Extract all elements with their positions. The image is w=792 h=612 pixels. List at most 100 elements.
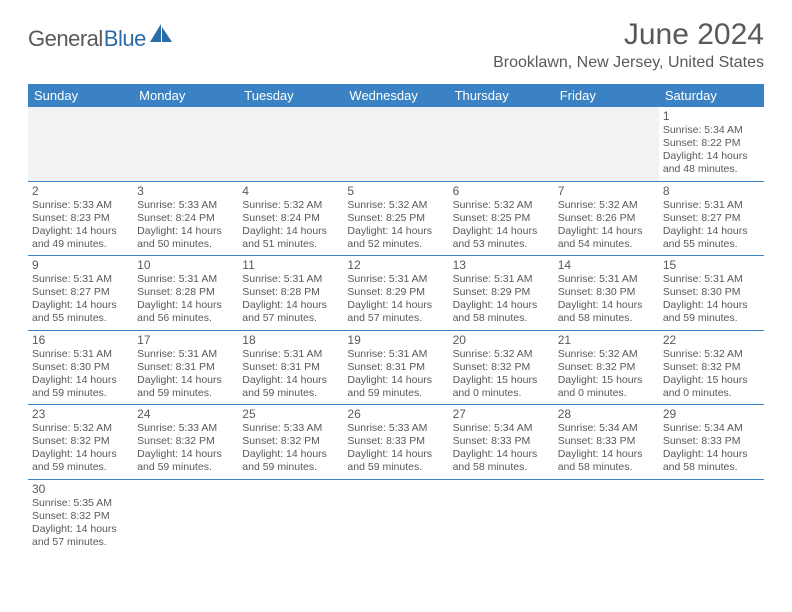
calendar-day-cell: [343, 107, 448, 181]
day-number: 25: [242, 407, 339, 421]
day-info: Sunrise: 5:31 AMSunset: 8:27 PMDaylight:…: [32, 273, 129, 326]
calendar-day-cell: 19Sunrise: 5:31 AMSunset: 8:31 PMDayligh…: [343, 330, 448, 405]
day-number: 26: [347, 407, 444, 421]
calendar-table: SundayMondayTuesdayWednesdayThursdayFrid…: [28, 84, 764, 553]
day-info: Sunrise: 5:31 AMSunset: 8:30 PMDaylight:…: [32, 348, 129, 401]
day-info: Sunrise: 5:32 AMSunset: 8:32 PMDaylight:…: [663, 348, 760, 401]
day-number: 4: [242, 184, 339, 198]
calendar-day-cell: [343, 479, 448, 553]
calendar-day-cell: 1Sunrise: 5:34 AMSunset: 8:22 PMDaylight…: [659, 107, 764, 181]
day-number: 18: [242, 333, 339, 347]
calendar-week-row: 30Sunrise: 5:35 AMSunset: 8:32 PMDayligh…: [28, 479, 764, 553]
day-info: Sunrise: 5:31 AMSunset: 8:29 PMDaylight:…: [453, 273, 550, 326]
calendar-day-cell: 13Sunrise: 5:31 AMSunset: 8:29 PMDayligh…: [449, 256, 554, 331]
day-info: Sunrise: 5:32 AMSunset: 8:32 PMDaylight:…: [558, 348, 655, 401]
calendar-head: SundayMondayTuesdayWednesdayThursdayFrid…: [28, 84, 764, 107]
weekday-header: Monday: [133, 84, 238, 107]
calendar-day-cell: 4Sunrise: 5:32 AMSunset: 8:24 PMDaylight…: [238, 181, 343, 256]
day-info: Sunrise: 5:31 AMSunset: 8:31 PMDaylight:…: [137, 348, 234, 401]
calendar-day-cell: [28, 107, 133, 181]
day-info: Sunrise: 5:33 AMSunset: 8:32 PMDaylight:…: [137, 422, 234, 475]
day-info: Sunrise: 5:34 AMSunset: 8:33 PMDaylight:…: [663, 422, 760, 475]
calendar-day-cell: [554, 479, 659, 553]
calendar-day-cell: [238, 107, 343, 181]
day-number: 30: [32, 482, 129, 496]
day-number: 20: [453, 333, 550, 347]
day-number: 6: [453, 184, 550, 198]
calendar-day-cell: 10Sunrise: 5:31 AMSunset: 8:28 PMDayligh…: [133, 256, 238, 331]
calendar-day-cell: 9Sunrise: 5:31 AMSunset: 8:27 PMDaylight…: [28, 256, 133, 331]
brand-text-general: General: [28, 26, 103, 52]
calendar-day-cell: 5Sunrise: 5:32 AMSunset: 8:25 PMDaylight…: [343, 181, 448, 256]
day-number: 2: [32, 184, 129, 198]
day-number: 7: [558, 184, 655, 198]
day-number: 8: [663, 184, 760, 198]
day-number: 24: [137, 407, 234, 421]
day-number: 28: [558, 407, 655, 421]
day-number: 9: [32, 258, 129, 272]
weekday-header: Sunday: [28, 84, 133, 107]
calendar-week-row: 1Sunrise: 5:34 AMSunset: 8:22 PMDaylight…: [28, 107, 764, 181]
calendar-day-cell: 22Sunrise: 5:32 AMSunset: 8:32 PMDayligh…: [659, 330, 764, 405]
weekday-row: SundayMondayTuesdayWednesdayThursdayFrid…: [28, 84, 764, 107]
weekday-header: Friday: [554, 84, 659, 107]
day-number: 17: [137, 333, 234, 347]
day-number: 29: [663, 407, 760, 421]
calendar-day-cell: [133, 479, 238, 553]
day-number: 27: [453, 407, 550, 421]
day-info: Sunrise: 5:33 AMSunset: 8:23 PMDaylight:…: [32, 199, 129, 252]
calendar-day-cell: 17Sunrise: 5:31 AMSunset: 8:31 PMDayligh…: [133, 330, 238, 405]
weekday-header: Wednesday: [343, 84, 448, 107]
calendar-day-cell: 14Sunrise: 5:31 AMSunset: 8:30 PMDayligh…: [554, 256, 659, 331]
day-number: 13: [453, 258, 550, 272]
calendar-week-row: 16Sunrise: 5:31 AMSunset: 8:30 PMDayligh…: [28, 330, 764, 405]
month-title: June 2024: [493, 18, 764, 52]
calendar-day-cell: 28Sunrise: 5:34 AMSunset: 8:33 PMDayligh…: [554, 405, 659, 480]
calendar-day-cell: 12Sunrise: 5:31 AMSunset: 8:29 PMDayligh…: [343, 256, 448, 331]
day-info: Sunrise: 5:31 AMSunset: 8:30 PMDaylight:…: [558, 273, 655, 326]
day-info: Sunrise: 5:33 AMSunset: 8:33 PMDaylight:…: [347, 422, 444, 475]
day-info: Sunrise: 5:32 AMSunset: 8:25 PMDaylight:…: [347, 199, 444, 252]
calendar-day-cell: 8Sunrise: 5:31 AMSunset: 8:27 PMDaylight…: [659, 181, 764, 256]
title-block: June 2024 Brooklawn, New Jersey, United …: [493, 18, 764, 72]
calendar-day-cell: [238, 479, 343, 553]
day-info: Sunrise: 5:34 AMSunset: 8:22 PMDaylight:…: [663, 124, 760, 177]
calendar-day-cell: 6Sunrise: 5:32 AMSunset: 8:25 PMDaylight…: [449, 181, 554, 256]
calendar-day-cell: 21Sunrise: 5:32 AMSunset: 8:32 PMDayligh…: [554, 330, 659, 405]
day-number: 12: [347, 258, 444, 272]
calendar-day-cell: 3Sunrise: 5:33 AMSunset: 8:24 PMDaylight…: [133, 181, 238, 256]
day-number: 15: [663, 258, 760, 272]
day-info: Sunrise: 5:31 AMSunset: 8:28 PMDaylight:…: [242, 273, 339, 326]
day-number: 22: [663, 333, 760, 347]
calendar-day-cell: 30Sunrise: 5:35 AMSunset: 8:32 PMDayligh…: [28, 479, 133, 553]
calendar-day-cell: 7Sunrise: 5:32 AMSunset: 8:26 PMDaylight…: [554, 181, 659, 256]
sail-icon: [150, 24, 172, 42]
calendar-day-cell: 20Sunrise: 5:32 AMSunset: 8:32 PMDayligh…: [449, 330, 554, 405]
day-info: Sunrise: 5:31 AMSunset: 8:29 PMDaylight:…: [347, 273, 444, 326]
calendar-day-cell: 27Sunrise: 5:34 AMSunset: 8:33 PMDayligh…: [449, 405, 554, 480]
day-info: Sunrise: 5:31 AMSunset: 8:31 PMDaylight:…: [347, 348, 444, 401]
calendar-day-cell: 29Sunrise: 5:34 AMSunset: 8:33 PMDayligh…: [659, 405, 764, 480]
calendar-day-cell: 18Sunrise: 5:31 AMSunset: 8:31 PMDayligh…: [238, 330, 343, 405]
day-info: Sunrise: 5:34 AMSunset: 8:33 PMDaylight:…: [558, 422, 655, 475]
day-info: Sunrise: 5:31 AMSunset: 8:28 PMDaylight:…: [137, 273, 234, 326]
day-info: Sunrise: 5:31 AMSunset: 8:31 PMDaylight:…: [242, 348, 339, 401]
day-info: Sunrise: 5:32 AMSunset: 8:24 PMDaylight:…: [242, 199, 339, 252]
calendar-body: 1Sunrise: 5:34 AMSunset: 8:22 PMDaylight…: [28, 107, 764, 553]
day-number: 19: [347, 333, 444, 347]
calendar-day-cell: 2Sunrise: 5:33 AMSunset: 8:23 PMDaylight…: [28, 181, 133, 256]
calendar-day-cell: [449, 107, 554, 181]
day-info: Sunrise: 5:34 AMSunset: 8:33 PMDaylight:…: [453, 422, 550, 475]
day-number: 1: [663, 109, 760, 123]
location-text: Brooklawn, New Jersey, United States: [493, 54, 764, 72]
calendar-day-cell: 25Sunrise: 5:33 AMSunset: 8:32 PMDayligh…: [238, 405, 343, 480]
calendar-day-cell: 15Sunrise: 5:31 AMSunset: 8:30 PMDayligh…: [659, 256, 764, 331]
weekday-header: Saturday: [659, 84, 764, 107]
calendar-day-cell: [554, 107, 659, 181]
day-info: Sunrise: 5:33 AMSunset: 8:24 PMDaylight:…: [137, 199, 234, 252]
calendar-day-cell: 23Sunrise: 5:32 AMSunset: 8:32 PMDayligh…: [28, 405, 133, 480]
day-number: 14: [558, 258, 655, 272]
calendar-day-cell: 26Sunrise: 5:33 AMSunset: 8:33 PMDayligh…: [343, 405, 448, 480]
day-info: Sunrise: 5:31 AMSunset: 8:27 PMDaylight:…: [663, 199, 760, 252]
brand-text-blue: Blue: [104, 26, 146, 52]
